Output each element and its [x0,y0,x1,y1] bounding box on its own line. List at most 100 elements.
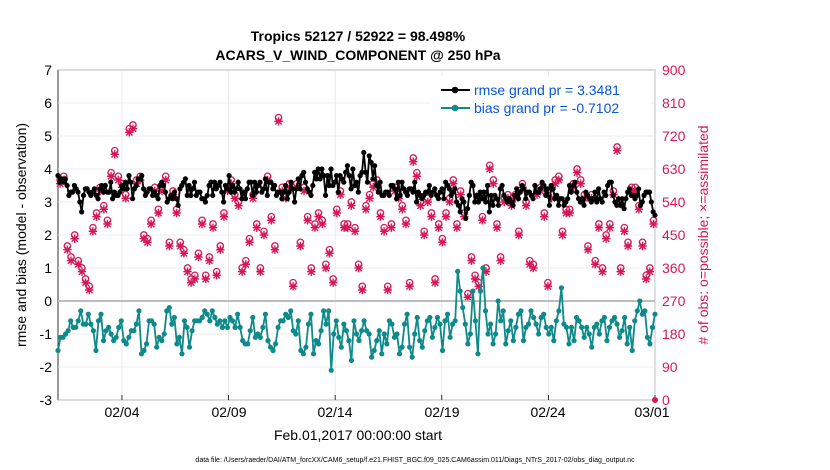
obs-assimilated-point [598,267,607,276]
rmse-point [171,189,178,195]
bias-point [207,318,213,324]
bias-point [118,318,124,324]
bias-point [381,331,387,337]
bias-point [369,354,375,360]
obs-assimilated-point [179,249,189,258]
bias-point [169,321,175,327]
legend-box [430,76,651,120]
rmse-point [457,209,463,215]
rmse-point [253,189,259,195]
bias-point [586,331,592,337]
left-tick-label: 5 [44,128,52,144]
obs-assimilated-point [190,274,200,284]
obs-assimilated-point [423,197,432,207]
bias-point [73,324,79,330]
rmse-point [499,182,505,189]
left-tick-label: 4 [44,161,52,177]
bias-point [265,338,271,344]
obs-assimilated-point [631,186,640,196]
rmse-point [590,196,596,202]
bias-point [184,324,190,330]
obs-assimilated-point [274,117,283,126]
obs-assimilated-point [478,216,487,225]
rmse-point [477,189,483,195]
obs-assimilated-point [63,245,72,254]
right-tick-label: 0 [662,392,670,408]
rmse-point [182,176,189,182]
rmse-point [426,182,432,189]
data-file-footer: data file: /Users/raeder/DAI/ATM_forcXX/… [195,457,635,464]
rmse-point [368,159,374,165]
bias-point [412,331,418,337]
rmse-point [481,189,487,195]
chart-title-line2: ACARS_V_WIND_COMPONENT @ 250 hPa [215,47,500,63]
obs-assimilated-point [419,230,429,240]
rmse-point [292,199,298,205]
rmse-point [251,179,258,185]
rmse-point [581,202,587,208]
rmse-point [69,189,76,195]
rmse-point [295,176,301,182]
bias-point [480,265,486,271]
obs-assimilated-point [103,219,112,229]
rmse-point [472,199,478,205]
rmse-point [395,179,401,185]
rmse-point [648,199,654,205]
rmse-point [475,199,482,205]
obs-assimilated-point [463,293,473,302]
rmse-point [370,176,376,182]
rmse-point [80,192,87,198]
obs-assimilated-point [365,194,374,203]
rmse-point [99,182,105,189]
obs-assimilated-point [383,285,392,295]
bias-point [414,314,420,321]
rmse-point [594,199,600,205]
rmse-point [484,182,491,189]
bias-point [93,347,99,354]
bias-point [260,324,266,330]
bias-point [619,328,625,334]
bias-point [439,347,446,354]
rmse-point [124,186,130,192]
rmse-point [239,196,245,202]
obs-assimilated-point [172,208,181,218]
rmse-point [188,192,194,198]
bias-point [399,344,405,350]
rmse-point [565,196,571,202]
obs-assimilated-point [267,216,276,225]
bias-point [541,311,547,317]
bias-point [133,321,140,327]
bias-point [652,311,658,317]
rmse-point [312,169,318,175]
obs-assimilated-point [128,124,138,133]
obs-assimilated-point [161,175,170,185]
rmse-point [202,199,209,205]
bias-point [637,298,643,304]
bias-point [611,314,618,321]
obs-assimilated-point [241,260,250,269]
obs-assimilated-point [245,238,254,247]
bias-point [141,347,147,354]
obs-assimilated-point [649,219,658,229]
obs-assimilated-point [252,223,261,232]
bias-point [247,328,253,334]
bias-point [632,318,638,324]
rmse-point [474,192,480,198]
obs-assimilated-point [299,186,309,196]
x-axis-label: Feb.01,2017 00:00:00 start [274,427,442,443]
bias-point [622,314,628,321]
bias-point [116,324,122,330]
rmse-point [572,179,578,185]
obs-assimilated-point [146,219,156,229]
obs-assimilated-point [529,263,538,273]
bias-point [508,318,514,324]
bias-point [546,331,552,337]
rmse-point [599,199,605,205]
obs-assimilated-point [376,212,385,221]
bias-point [85,311,91,317]
bias-point [614,321,620,327]
rmse-point [412,179,418,185]
rmse-point [277,189,283,195]
bias-point [100,338,107,344]
right-tick-label: 900 [662,62,686,78]
